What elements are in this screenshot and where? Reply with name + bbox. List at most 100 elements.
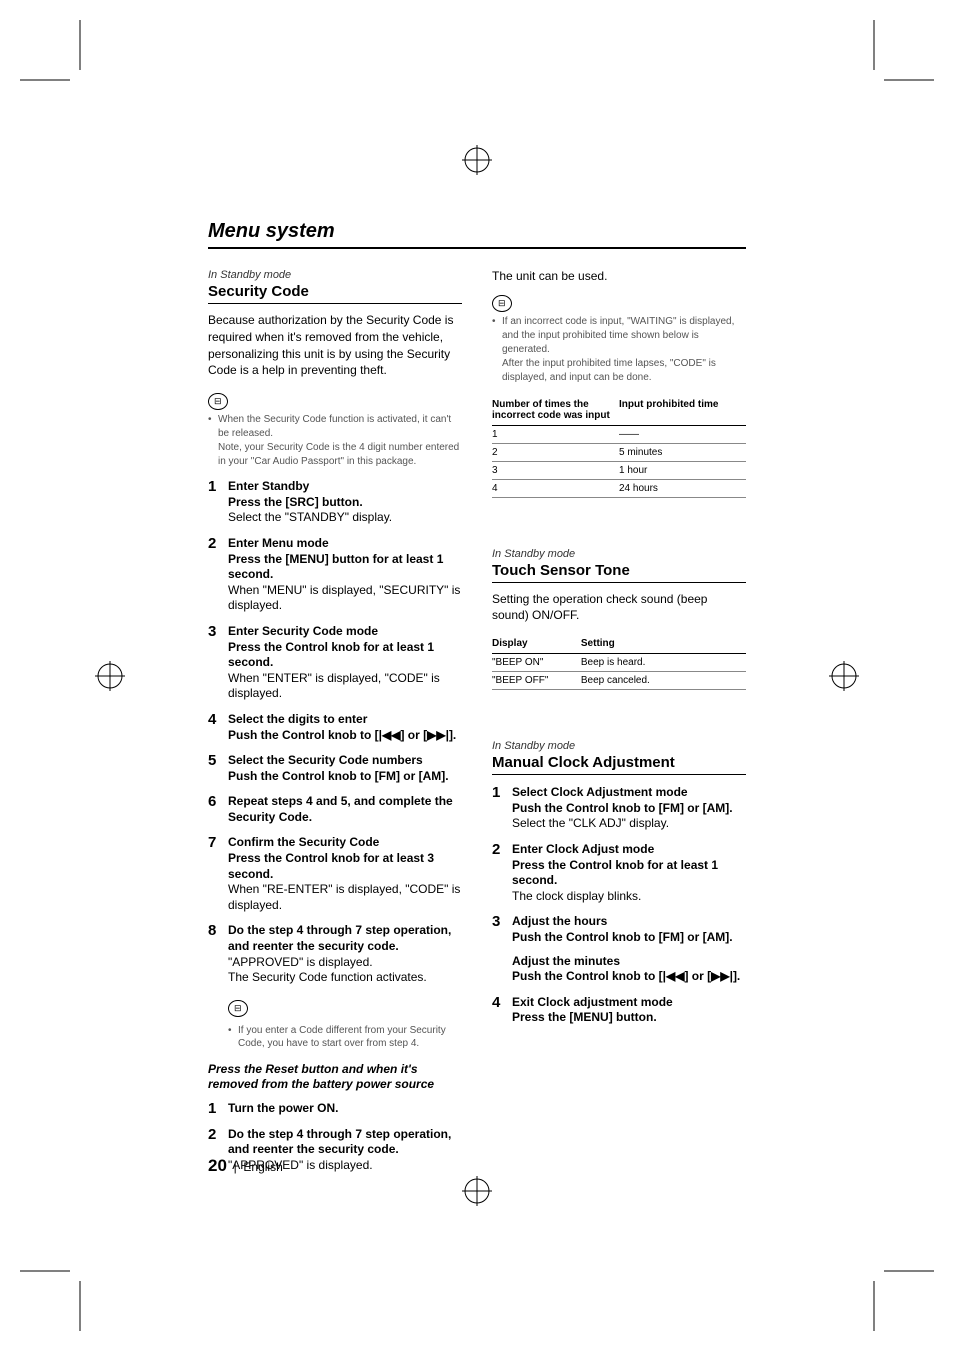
table-cell: 5 minutes xyxy=(619,443,746,461)
step-instruction: Press the Control knob for at least 3 se… xyxy=(228,851,462,882)
section-title: Menu system xyxy=(208,220,746,249)
note-item: If an incorrect code is input, "WAITING"… xyxy=(492,315,746,385)
step-title: Enter Standby xyxy=(228,479,462,495)
note-item: When the Security Code function is activ… xyxy=(208,413,462,469)
table-cell: 1 xyxy=(492,425,619,443)
step-number: 4 xyxy=(492,994,500,1011)
registration-mark-right xyxy=(829,661,859,691)
crop-mark-tr xyxy=(854,20,934,100)
table-cell: "BEEP ON" xyxy=(492,654,581,672)
step-number: 2 xyxy=(492,841,500,858)
step-description: The clock display blinks. xyxy=(512,889,746,905)
step-description: Select the "STANDBY" display. xyxy=(228,510,462,526)
step-number: 4 xyxy=(208,711,216,728)
step-number: 2 xyxy=(208,1126,216,1143)
registration-mark-top xyxy=(462,145,492,175)
step-title: Exit Clock adjustment mode xyxy=(512,995,746,1011)
step-note: If you enter a Code different from your … xyxy=(228,1024,462,1050)
step: 1 Turn the power ON. xyxy=(208,1101,462,1117)
table-header: Display xyxy=(492,634,581,654)
clock-steps: 1 Select Clock Adjustment mode Push the Co… xyxy=(492,785,746,1026)
table-header: Input prohibited time xyxy=(619,395,746,426)
step-instruction: Press the Control knob for at least 1 se… xyxy=(228,640,462,671)
table-row: 25 minutes xyxy=(492,443,746,461)
step-instruction: Press the [MENU] button for at least 1 s… xyxy=(228,552,462,583)
step-instruction: Push the Control knob to [|◀◀] or [▶▶|]. xyxy=(228,728,462,744)
note-text: When the Security Code function is activ… xyxy=(218,414,451,439)
page-number: 20 xyxy=(208,1156,227,1175)
step-title: Do the step 4 through 7 step operation, … xyxy=(228,1127,462,1158)
step-instruction: Press the Control knob for at least 1 se… xyxy=(512,858,746,889)
step-description: "APPROVED" is displayed. xyxy=(228,955,462,971)
step-description: When "ENTER" is displayed, "CODE" is dis… xyxy=(228,671,462,702)
security-title: Security Code xyxy=(208,283,462,304)
step-title: Select the Security Code numbers xyxy=(228,753,462,769)
unit-can-be-used: The unit can be used. xyxy=(492,269,746,285)
step-title: Enter Security Code mode xyxy=(228,624,462,640)
table-row: 424 hours xyxy=(492,479,746,497)
footer-sep: | xyxy=(230,1160,243,1174)
step-number: 8 xyxy=(208,922,216,939)
step-number: 1 xyxy=(492,784,500,801)
table-row: "BEEP OFF"Beep canceled. xyxy=(492,672,746,690)
step-title: Enter Menu mode xyxy=(228,536,462,552)
table-header: Setting xyxy=(581,634,746,654)
step-title: Confirm the Security Code xyxy=(228,835,462,851)
prohibited-time-table: Number of times the incorrect code was i… xyxy=(492,395,746,498)
step-instruction: Press the [SRC] button. xyxy=(228,495,462,511)
touch-title: Touch Sensor Tone xyxy=(492,562,746,583)
page-language: English xyxy=(243,1160,282,1174)
right-column: The unit can be used. ⊟ If an incorrect … xyxy=(492,269,746,1183)
note-icon: ⊟ xyxy=(492,295,512,312)
left-column: In Standby mode Security Code Because au… xyxy=(208,269,462,1183)
step-title: Repeat steps 4 and 5, and complete the S… xyxy=(228,794,462,825)
step-number: 1 xyxy=(208,1100,216,1117)
step-title: Turn the power ON. xyxy=(228,1101,462,1117)
step-description: Select the "CLK ADJ" display. xyxy=(512,816,746,832)
step-number: 3 xyxy=(492,913,500,930)
step-number: 6 xyxy=(208,793,216,810)
table-cell: 24 hours xyxy=(619,479,746,497)
table-header: Number of times the incorrect code was i… xyxy=(492,395,619,426)
crop-mark-bl xyxy=(20,1251,100,1331)
step: 1 Enter StandbyPress the [SRC] button.Sel… xyxy=(208,479,462,526)
table-cell: 2 xyxy=(492,443,619,461)
table-cell: "BEEP OFF" xyxy=(492,672,581,690)
step: 5 Select the Security Code numbersPush th… xyxy=(208,753,462,784)
step-number: 5 xyxy=(208,752,216,769)
mode-label: In Standby mode xyxy=(492,548,746,560)
table-row: 31 hour xyxy=(492,461,746,479)
table-cell: 3 xyxy=(492,461,619,479)
mode-label: In Standby mode xyxy=(492,740,746,752)
table-cell: Beep canceled. xyxy=(581,672,746,690)
step-description: When "RE-ENTER" is displayed, "CODE" is … xyxy=(228,882,462,913)
step-number: 1 xyxy=(208,478,216,495)
step-title: Select the digits to enter xyxy=(228,712,462,728)
security-intro: Because authorization by the Security Co… xyxy=(208,312,462,379)
note-text: If an incorrect code is input, "WAITING"… xyxy=(502,316,734,355)
table-row: "BEEP ON"Beep is heard. xyxy=(492,654,746,672)
note-icon: ⊟ xyxy=(228,1000,248,1017)
note-text: Note, your Security Code is the 4 digit … xyxy=(218,442,459,467)
step-number: 2 xyxy=(208,535,216,552)
step: 2 Enter Clock Adjust modePress the Contro… xyxy=(492,842,746,904)
step-number: 7 xyxy=(208,834,216,851)
step-instruction: Push the Control knob to [FM] or [AM]. xyxy=(228,769,462,785)
step: 4 Exit Clock adjustment modePress the [ME… xyxy=(492,995,746,1026)
step-number: 3 xyxy=(208,623,216,640)
step: 6 Repeat steps 4 and 5, and complete the … xyxy=(208,794,462,825)
step-title: Enter Clock Adjust mode xyxy=(512,842,746,858)
step-title: Select Clock Adjustment mode xyxy=(512,785,746,801)
step-instruction: Push the Control knob to [|◀◀] or [▶▶|]. xyxy=(512,969,746,985)
step-description: When "MENU" is displayed, "SECURITY" is … xyxy=(228,583,462,614)
registration-mark-left xyxy=(95,661,125,691)
step-title: Adjust the hours xyxy=(512,914,746,930)
note-icon: ⊟ xyxy=(208,393,228,410)
step: 4 Select the digits to enterPush the Cont… xyxy=(208,712,462,743)
table-row: 1—— xyxy=(492,425,746,443)
registration-mark-bottom xyxy=(462,1176,492,1206)
step-title: Adjust the minutes xyxy=(512,954,746,970)
crop-mark-tl xyxy=(20,20,100,100)
step-instruction: Press the [MENU] button. xyxy=(512,1010,746,1026)
col2-note-list: If an incorrect code is input, "WAITING"… xyxy=(492,315,746,385)
